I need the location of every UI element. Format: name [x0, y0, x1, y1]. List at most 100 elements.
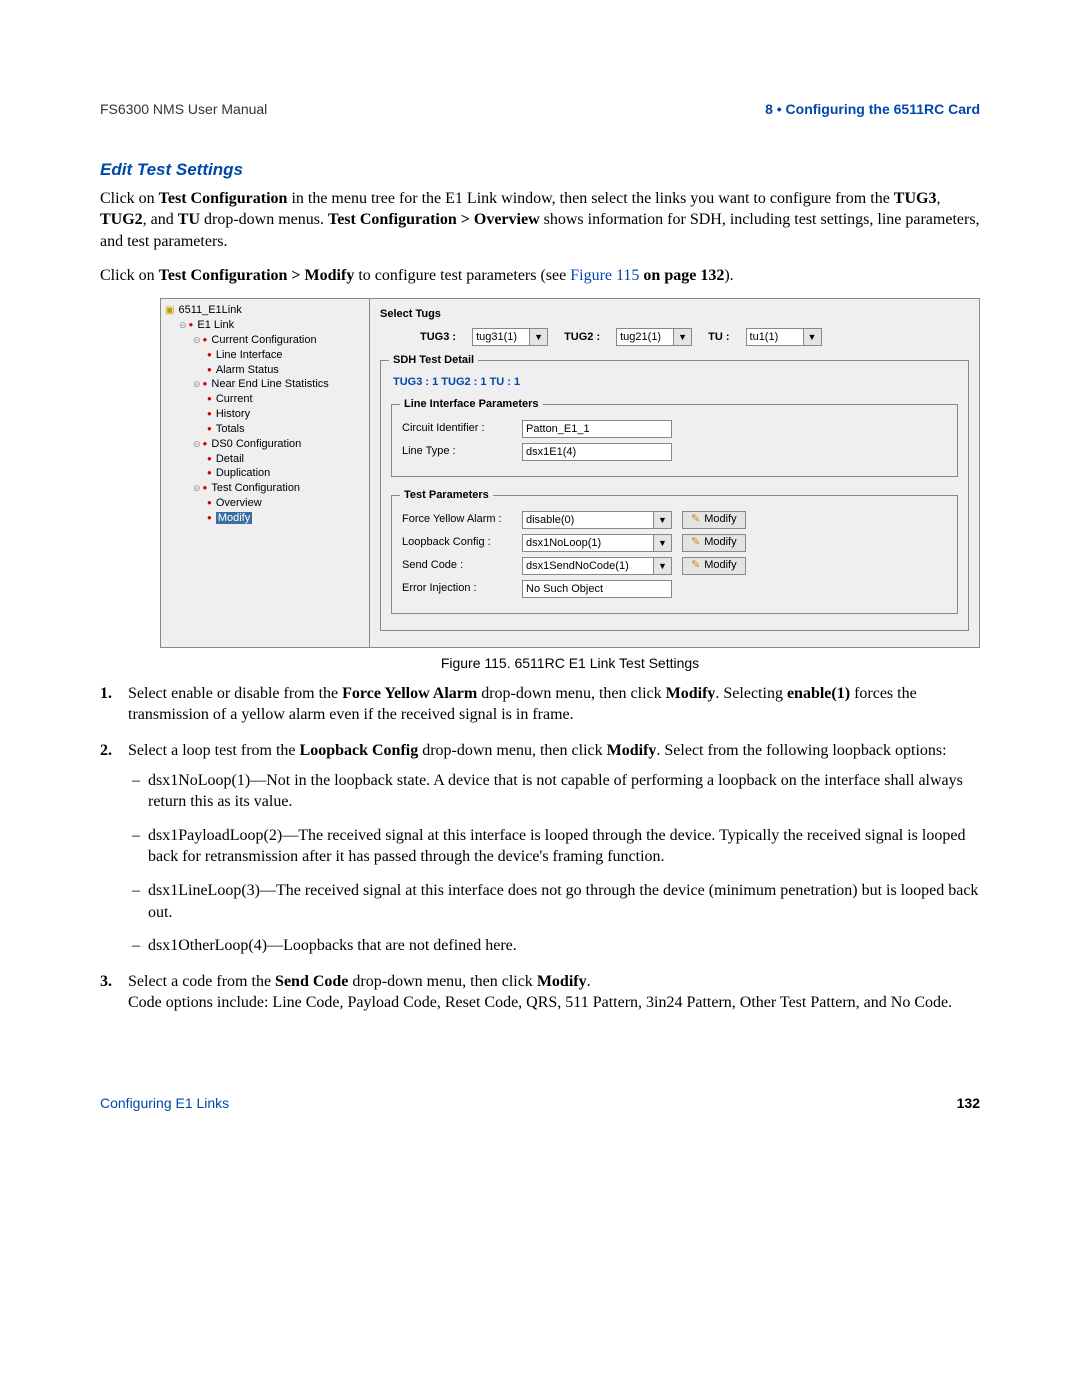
- s1-pre: Select enable or disable from the: [128, 685, 342, 702]
- tugs-row: TUG3 : ▼ TUG2 : ▼ TU : ▼: [380, 328, 969, 346]
- chevron-down-icon[interactable]: ▼: [804, 328, 822, 346]
- header-right: 8 • Configuring the 6511RC Card: [765, 100, 980, 119]
- figure-link[interactable]: Figure 115: [570, 267, 639, 284]
- bullet-icon: ●: [207, 513, 212, 522]
- figure-115: 6511_E1Link E1 Link Current Configuratio…: [160, 298, 980, 673]
- footer-left: Configuring E1 Links: [100, 1094, 229, 1113]
- errorinj-input[interactable]: [522, 580, 672, 598]
- s2-pre: Select a loop test from the: [128, 742, 300, 759]
- tug2-label: TUG2 :: [564, 330, 600, 345]
- expand-icon[interactable]: [179, 319, 189, 331]
- sendcode-input[interactable]: [522, 557, 654, 575]
- sdh-group-title: SDH Test Detail: [389, 353, 478, 368]
- tug3-label: TUG3 :: [420, 330, 456, 345]
- tug-line: TUG3 : 1 TUG2 : 1 TU : 1: [393, 375, 958, 390]
- s2-post: . Select from the following loopback opt…: [656, 742, 946, 759]
- linetype-input[interactable]: [522, 443, 672, 461]
- p2-post2: ).: [724, 267, 733, 284]
- p1-b3: TUG2: [100, 211, 143, 228]
- fya-input[interactable]: [522, 511, 654, 529]
- tree-current[interactable]: Current: [165, 392, 363, 407]
- expand-icon[interactable]: [193, 378, 203, 390]
- step-1: Select enable or disable from the Force …: [100, 683, 980, 726]
- tree-modify-row[interactable]: ● Modify: [165, 511, 363, 526]
- opt-otherloop: dsx1OtherLoop(4)—Loopbacks that are not …: [128, 935, 980, 957]
- expand-icon[interactable]: [193, 438, 203, 450]
- s1-mid: drop-down menu, then click: [477, 685, 665, 702]
- tree-e1link[interactable]: E1 Link: [189, 319, 235, 331]
- tree-totals[interactable]: Totals: [165, 422, 363, 437]
- sendcode-select[interactable]: ▼: [522, 557, 672, 575]
- s1-post: . Selecting: [715, 685, 787, 702]
- s3-b1: Send Code: [275, 973, 348, 990]
- figure-caption: Figure 115. 6511RC E1 Link Test Settings: [160, 654, 980, 673]
- chevron-down-icon[interactable]: ▼: [654, 511, 672, 529]
- loopback-options: dsx1NoLoop(1)—Not in the loopback state.…: [128, 770, 980, 957]
- tree-history[interactable]: History: [165, 407, 363, 422]
- fya-label: Force Yellow Alarm :: [402, 512, 522, 527]
- s1-b2: Modify: [666, 685, 716, 702]
- tree-overview[interactable]: Overview: [165, 496, 363, 511]
- tree-nearend[interactable]: Near End Line Statistics: [203, 378, 329, 390]
- s3-pre: Select a code from the: [128, 973, 275, 990]
- lineinterface-group: Line Interface Parameters Circuit Identi…: [391, 404, 958, 477]
- p1-c1: ,: [936, 190, 940, 207]
- p1-c3: drop-down menus.: [200, 211, 328, 228]
- loopback-select[interactable]: ▼: [522, 534, 672, 552]
- tree-curconf[interactable]: Current Configuration: [203, 334, 317, 346]
- tug2-select[interactable]: ▼: [616, 328, 692, 346]
- testparams-title: Test Parameters: [400, 488, 493, 503]
- step-3: Select a code from the Send Code drop-do…: [100, 971, 980, 1014]
- p2-mid: to configure test parameters (see: [354, 267, 570, 284]
- s3-post: .: [587, 973, 591, 990]
- tug3-input[interactable]: [472, 328, 530, 346]
- loopback-label: Loopback Config :: [402, 535, 522, 550]
- tree-lineinterface[interactable]: Line Interface: [165, 348, 363, 363]
- circuit-id-input[interactable]: [522, 420, 672, 438]
- loopback-input[interactable]: [522, 534, 654, 552]
- tug3-select[interactable]: ▼: [472, 328, 548, 346]
- expand-icon[interactable]: [193, 334, 203, 346]
- expand-icon[interactable]: [193, 482, 203, 494]
- tu-select[interactable]: ▼: [746, 328, 822, 346]
- sendcode-label: Send Code :: [402, 558, 522, 573]
- p1-b4: TU: [178, 211, 200, 228]
- tree-ds0[interactable]: DS0 Configuration: [203, 438, 302, 450]
- tree-alarmstatus[interactable]: Alarm Status: [165, 363, 363, 378]
- p1-mid: in the menu tree for the E1 Link window,…: [287, 190, 893, 207]
- tree-duplication[interactable]: Duplication: [165, 466, 363, 481]
- chevron-down-icon[interactable]: ▼: [530, 328, 548, 346]
- tree-modify-selected: Modify: [216, 512, 252, 524]
- testparams-group: Test Parameters Force Yellow Alarm : ▼ M…: [391, 495, 958, 614]
- chevron-down-icon[interactable]: ▼: [674, 328, 692, 346]
- errorinj-label: Error Injection :: [402, 581, 522, 596]
- p2-b2: on page 132: [643, 267, 724, 284]
- tree-root[interactable]: 6511_E1Link: [165, 303, 363, 318]
- tu-input[interactable]: [746, 328, 804, 346]
- opt-noloop: dsx1NoLoop(1)—Not in the loopback state.…: [128, 770, 980, 813]
- p1-b5: Test Configuration > Overview: [328, 211, 540, 228]
- s3-b2: Modify: [537, 973, 587, 990]
- s2-b2: Modify: [607, 742, 657, 759]
- tug2-input[interactable]: [616, 328, 674, 346]
- p1-b2: TUG3: [894, 190, 937, 207]
- s3-line2: Code options include: Line Code, Payload…: [128, 994, 952, 1011]
- modify-button[interactable]: Modify: [682, 534, 746, 552]
- p1-b1: Test Configuration: [159, 190, 288, 207]
- tree-detail[interactable]: Detail: [165, 452, 363, 467]
- modify-button[interactable]: Modify: [682, 557, 746, 575]
- chevron-down-icon[interactable]: ▼: [654, 534, 672, 552]
- s2-mid: drop-down menu, then click: [418, 742, 606, 759]
- lineinterface-title: Line Interface Parameters: [400, 397, 543, 412]
- tree-testconf[interactable]: Test Configuration: [203, 482, 301, 494]
- p2-b1: Test Configuration > Modify: [159, 267, 355, 284]
- linetype-label: Line Type :: [402, 444, 522, 459]
- p1-text: Click on: [100, 190, 159, 207]
- s3-mid: drop-down menu, then click: [348, 973, 536, 990]
- s1-b3: enable(1): [787, 685, 850, 702]
- fya-select[interactable]: ▼: [522, 511, 672, 529]
- settings-panel: Select Tugs TUG3 : ▼ TUG2 : ▼ TU : ▼ SDH…: [370, 298, 980, 648]
- modify-button[interactable]: Modify: [682, 511, 746, 529]
- footer-right: 132: [957, 1094, 980, 1113]
- chevron-down-icon[interactable]: ▼: [654, 557, 672, 575]
